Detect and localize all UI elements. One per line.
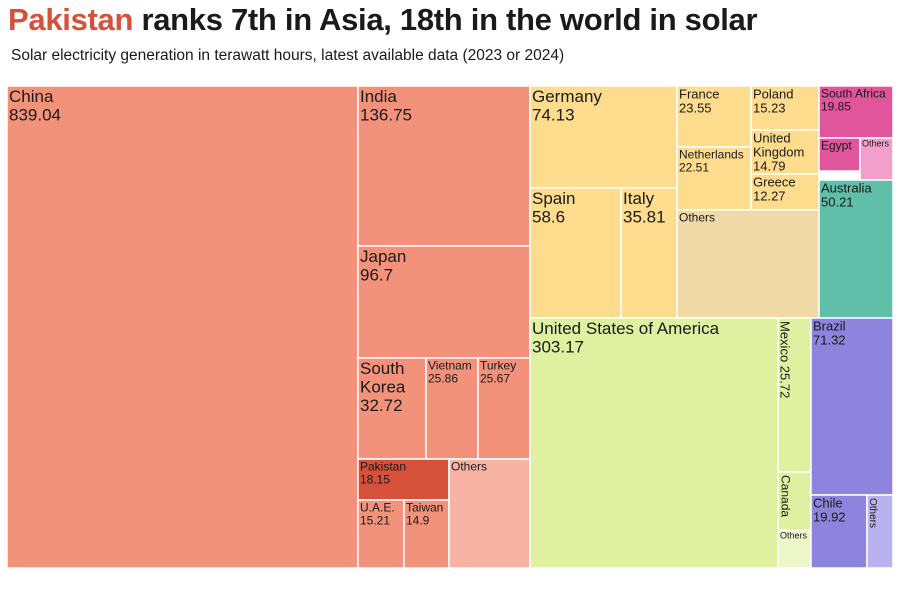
label-asia-taiwan: Taiwan [406, 500, 443, 514]
label-north-america-mexico: Mexico 25.72 [777, 321, 792, 398]
value-oceania-australia: 50.21 [821, 194, 854, 209]
value-europe-germany: 74.13 [532, 106, 575, 125]
chart-subtitle: Solar electricity generation in terawatt… [11, 47, 565, 64]
cell-europe-spain [529, 187, 622, 319]
value-north-america-united-states-of-america: 303.17 [532, 338, 584, 357]
cell-asia-u-a-e [357, 499, 405, 569]
value-europe-poland: 15.23 [753, 100, 786, 115]
title-rest: ranks 7th in Asia, 18th in the world in … [133, 2, 758, 37]
label-asia-japan: Japan [360, 247, 406, 266]
value-asia-turkey: 25.67 [480, 371, 510, 385]
value-asia-india: 136.75 [360, 106, 412, 125]
label-asia-china: China [9, 87, 54, 106]
value-south-america-brazil: 71.32 [813, 332, 846, 347]
label-north-america-canada: Canada [779, 475, 793, 517]
value-asia-south-korea: 32.72 [360, 396, 403, 415]
label-asia-south-korea: South Korea [360, 359, 406, 396]
value-asia-u-a-e: 15.21 [360, 513, 390, 527]
value-africa-south-africa: 19.85 [821, 99, 851, 113]
chart-title: Pakistan ranks 7th in Asia, 18th in the … [8, 2, 758, 38]
label-south-america-chile: Chile [813, 495, 843, 510]
label-africa-others: Others [862, 139, 890, 149]
title-highlight: Pakistan [8, 2, 134, 37]
label-north-america-united-states-of-america: United States of America [532, 319, 720, 338]
label-europe-poland: Poland [753, 86, 793, 101]
cell-europe-france [676, 85, 752, 148]
cell-asia-others [448, 458, 531, 569]
cell-africa-others [859, 137, 894, 181]
label-asia-pakistan: Pakistan [360, 459, 406, 473]
label-south-america-others: Others [867, 498, 878, 528]
cell-south-america-chile [810, 494, 868, 569]
value-europe-italy: 35.81 [623, 208, 666, 227]
label-north-america-others: Others [780, 531, 808, 541]
cell-africa-south-africa [818, 85, 894, 139]
label-south-america-brazil: Brazil [813, 318, 846, 333]
value-asia-taiwan: 14.9 [406, 513, 430, 527]
label-europe-united-kingdom: United Kingdom [753, 130, 804, 159]
cell-asia-turkey [477, 357, 531, 460]
cell-south-america-others [866, 494, 894, 569]
value-asia-china: 839.04 [9, 106, 61, 125]
label-europe-italy: Italy [623, 189, 655, 208]
cell-europe-greece [750, 173, 820, 211]
cell-north-america-mexico [777, 317, 812, 473]
cell-europe-italy [620, 187, 678, 319]
cell-asia-china [6, 85, 359, 569]
value-europe-france: 23.55 [679, 100, 712, 115]
value-asia-pakistan: 18.15 [360, 472, 390, 486]
label-europe-greece: Greece [753, 174, 796, 189]
value-asia-vietnam: 25.86 [428, 371, 458, 385]
cell-asia-south-korea [357, 357, 427, 460]
cell-asia-japan [357, 245, 531, 359]
value-asia-japan: 96.7 [360, 266, 393, 285]
label-oceania-australia: Australia [821, 180, 872, 195]
label-africa-south-africa: South Africa [821, 86, 886, 100]
label-europe-spain: Spain [532, 189, 575, 208]
value-europe-netherlands: 22.51 [679, 160, 709, 174]
cell-north-america-others [777, 529, 812, 569]
cell-asia-taiwan [403, 499, 450, 569]
label-europe-netherlands: Netherlands [679, 147, 744, 161]
label-europe-germany: Germany [532, 87, 602, 106]
cell-oceania-australia [818, 179, 894, 319]
label-europe-others: Others [679, 210, 715, 224]
value-europe-greece: 12.27 [753, 188, 786, 203]
cell-north-america-canada [777, 471, 812, 531]
label-europe-france: France [679, 86, 719, 101]
label-africa-egypt: Egypt [821, 138, 852, 152]
label-asia-vietnam: Vietnam [428, 358, 472, 372]
label-asia-others: Others [451, 459, 487, 473]
label-asia-u-a-e: U.A.E. [360, 500, 395, 514]
cell-north-america-united-states-of-america [529, 317, 779, 569]
label-asia-india: India [360, 87, 397, 106]
value-europe-spain: 58.6 [532, 208, 565, 227]
cell-europe-others [676, 209, 820, 319]
label-asia-turkey: Turkey [480, 358, 516, 372]
value-europe-united-kingdom: 14.79 [753, 158, 786, 173]
value-south-america-chile: 19.92 [813, 509, 846, 524]
